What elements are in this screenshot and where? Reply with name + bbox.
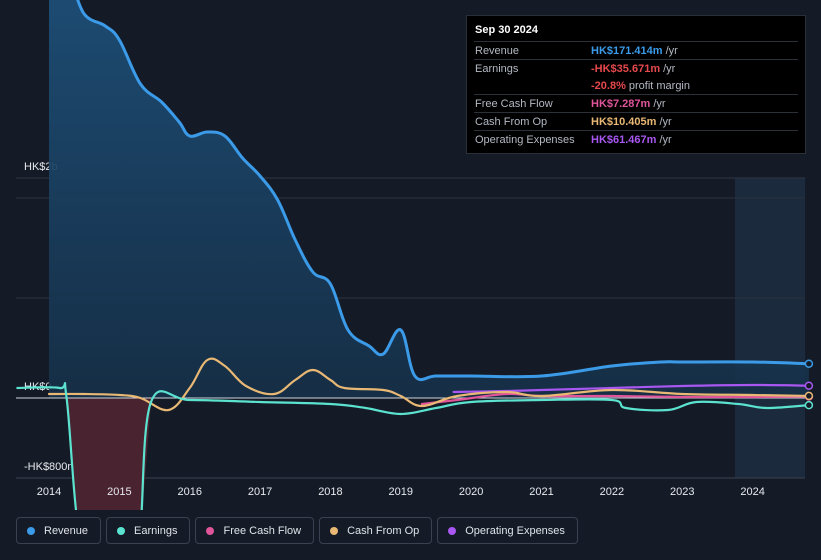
x-tick-label: 2017 (248, 486, 272, 498)
tooltip-row-unit: /yr (663, 62, 676, 75)
tooltip-row-value: -20.8% (591, 79, 626, 92)
tooltip-row-label: Earnings (475, 62, 519, 75)
revenue-end-marker (804, 359, 814, 368)
free-cash-flow-line (420, 392, 810, 406)
tooltip-row-value: HK$61.467m (591, 133, 657, 146)
forecast-region (735, 178, 805, 478)
cash-from-op-line (47, 357, 810, 412)
x-tick-label: 2014 (37, 486, 61, 498)
tooltip-row-unit: /yr (659, 115, 672, 128)
legend-dot-icon (27, 526, 35, 535)
cash-from-op-end-marker (804, 391, 814, 401)
earnings-negative-area (66, 398, 152, 510)
tooltip-panel: Sep 30 2024 Revenue HK$171.414m/yr Earning… (466, 15, 806, 154)
legend-dot-icon (206, 526, 215, 535)
chart-plot: HK$2b HK$0 -HK$800m 2014 2015 2016 2017 2018… (16, 0, 814, 510)
legend-item-operating-expenses[interactable]: Operating Expenses (437, 517, 578, 544)
x-tick-label: 2020 (459, 486, 483, 498)
tooltip-row-value: HK$7.287m (591, 97, 651, 110)
x-tick-label: 2023 (670, 486, 694, 498)
chart-legend: Revenue Earnings Free Cash Flow Cash From O… (16, 517, 578, 546)
tooltip-row-label: Free Cash Flow (475, 97, 553, 110)
legend-item-earnings[interactable]: Earnings (106, 517, 191, 544)
tooltip-row-label: Revenue (475, 44, 520, 57)
earnings-line (16, 382, 810, 510)
x-tick-label: 2019 (389, 486, 413, 498)
legend-item-free-cash-flow[interactable]: Free Cash Flow (195, 517, 315, 544)
tooltip-row: -20.8% profit margin (474, 77, 798, 94)
tooltip-date: Sep 30 2024 (475, 24, 538, 36)
x-tick-label: 2018 (318, 486, 342, 498)
x-tick-label: 2024 (740, 486, 764, 498)
tooltip-row: Operating Expenses HK$61.467m/yr (474, 130, 798, 148)
legend-dot-icon (330, 526, 339, 535)
legend-item-label: Revenue (44, 524, 89, 537)
legend-item-label: Earnings (134, 524, 178, 537)
tooltip-row: Earnings -HK$35.671m/yr (474, 59, 798, 77)
legend-item-label: Free Cash Flow (223, 524, 302, 537)
tooltip-row-value: -HK$35.671m (591, 62, 661, 75)
x-tick-label: 2015 (107, 486, 131, 498)
tooltip-row-unit: profit margin (628, 79, 690, 92)
tooltip-row-unit: /yr (653, 97, 666, 110)
x-tick-label: 2022 (600, 486, 624, 498)
x-tick-label: 2021 (529, 486, 553, 498)
earnings-end-marker (804, 400, 814, 410)
tooltip-row: Revenue HK$171.414m/yr (474, 41, 798, 59)
legend-item-revenue[interactable]: Revenue (16, 517, 102, 544)
tooltip-row-value: HK$171.414m (591, 44, 663, 57)
x-tick-label: 2016 (177, 486, 201, 498)
tooltip-row: Cash From Op HK$10.405m/yr (474, 112, 798, 130)
legend-item-label: Operating Expenses (465, 524, 565, 537)
revenue-line (76, 0, 811, 382)
tooltip-row-value: HK$10.405m (591, 115, 657, 128)
operating-expenses-end-marker (804, 381, 814, 390)
tooltip-row-unit: /yr (659, 133, 672, 146)
legend-dot-icon (448, 526, 457, 535)
tooltip-row-label: Cash From Op (475, 115, 548, 128)
legend-item-label: Cash From Op (347, 524, 420, 537)
y-axis-bottom-label: -HK$800m (24, 461, 77, 473)
legend-dot-icon (117, 526, 126, 535)
tooltip-row: Free Cash Flow HK$7.287m/yr (474, 94, 798, 112)
tooltip-row-label: Operating Expenses (475, 133, 575, 146)
legend-item-cash-from-op[interactable]: Cash From Op (319, 517, 433, 544)
revenue-area (49, 0, 809, 398)
tooltip-row-unit: /yr (665, 44, 678, 57)
